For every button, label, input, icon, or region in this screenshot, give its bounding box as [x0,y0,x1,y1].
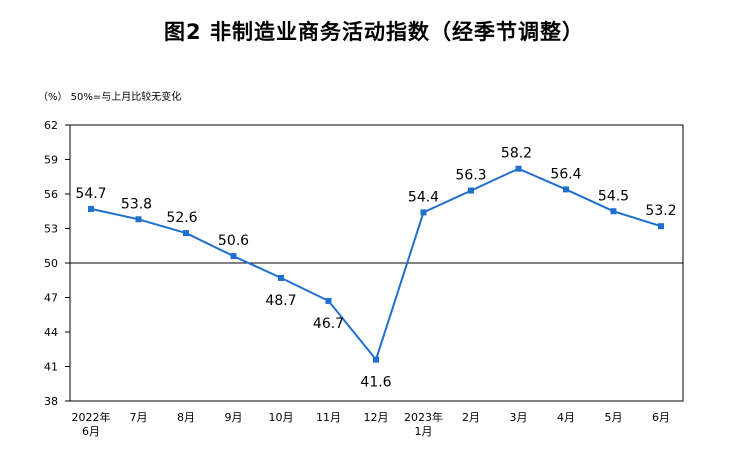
y-tick-label: 41 [44,361,58,374]
data-label: 41.6 [360,375,391,391]
data-point [230,253,237,260]
data-point [468,187,474,194]
x-tick-label: 2023年 [404,410,443,424]
data-point [325,297,332,304]
data-label: 54.4 [408,189,439,205]
chart-title: 图2 非制造业商务活动指数（经季节调整） [164,20,584,44]
data-label: 48.7 [265,293,296,309]
data-point [563,186,569,193]
x-tick-label: 12月 [364,411,389,424]
data-point [658,223,664,230]
unit-note: （%） 50%=与上月比较无变化 [38,92,182,103]
series-line [90,167,662,362]
data-label: 53.8 [121,196,152,212]
y-tick-label: 59 [44,154,58,167]
data-point [278,274,284,281]
data-point [420,209,427,216]
y-tick-label: 47 [44,292,58,305]
x-tick-label: 3月 [510,411,528,424]
x-tick-label: 9月 [225,411,243,424]
x-tick-label: 4月 [557,411,575,424]
y-tick-label: 56 [44,188,58,201]
x-tick-label: 6月 [652,411,670,424]
x-tick-label: 2月 [462,411,480,424]
data-point [135,216,142,223]
data-label: 52.6 [166,210,197,226]
data-label: 53.2 [645,203,676,219]
data-label: 54.7 [75,186,106,202]
data-point [373,356,379,363]
x-tick-label: 10月 [269,411,294,424]
x-tick-label: 6月 [82,425,100,438]
x-tick-label: 11月 [316,411,341,424]
x-tick-label: 2022年 [72,410,111,424]
data-label: 58.2 [501,146,532,162]
x-tick-label: 5月 [605,411,623,424]
x-tick-label: 8月 [177,411,195,424]
y-tick-label: 44 [44,326,58,339]
data-label: 46.7 [313,316,344,332]
x-tick-label: 7月 [130,411,148,424]
data-point [88,205,94,212]
data-point [610,208,617,215]
y-tick-label: 53 [44,223,58,236]
data-label: 50.6 [218,233,249,249]
y-tick-label: 38 [44,395,58,408]
data-point [183,230,189,237]
data-label: 54.5 [598,188,629,204]
y-tick-label: 62 [44,119,58,132]
x-tick-label: 1月 [415,425,433,438]
y-tick-label: 50 [44,257,58,270]
data-point [515,165,522,172]
data-label: 56.4 [550,166,581,182]
data-label: 56.3 [455,168,486,184]
